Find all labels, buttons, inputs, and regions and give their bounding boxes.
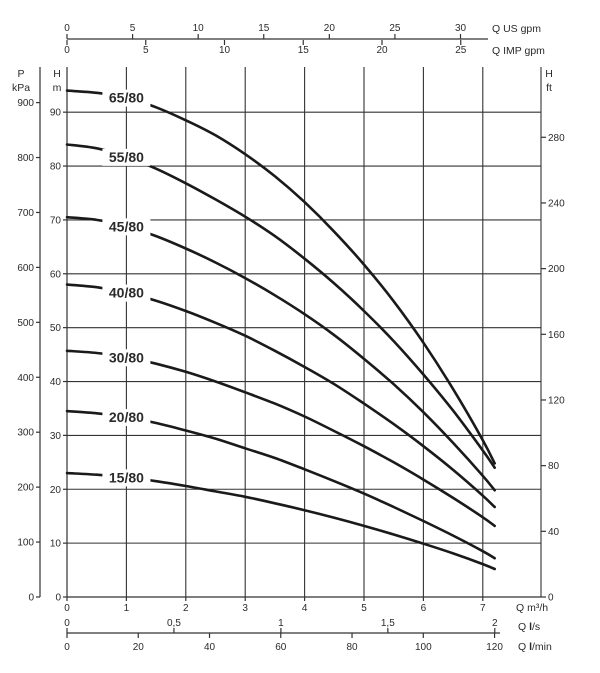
ft-tick-label: 80 [548, 461, 560, 472]
curve-label-55-80: 55/80 [109, 149, 144, 165]
lmin-axis-title-symbol: l [529, 641, 532, 653]
m-axis-title-bottom: m [53, 82, 62, 94]
curve-15-80 [65, 471, 496, 571]
curve-label-background [102, 218, 151, 236]
us-gpm-tick-label: 30 [455, 23, 467, 34]
ls-tick-label: 2 [492, 618, 498, 629]
curve-label-20-80: 20/80 [109, 409, 144, 425]
lmin-tick-label: 20 [133, 642, 145, 653]
curve-label-40-80: 40/80 [109, 285, 144, 301]
kpa-axis-title-top: P [17, 68, 24, 80]
lmin-tick-label: 0 [64, 642, 70, 653]
ft-axis-title-top: H [545, 68, 553, 80]
lmin-axis-title: Q l/min [518, 641, 552, 653]
kpa-tick-label: 500 [17, 318, 34, 329]
ft-tick-label: 280 [548, 133, 565, 144]
ft-tick-label: 240 [548, 198, 565, 209]
m-tick-label: 90 [50, 108, 62, 119]
kpa-tick-label: 700 [17, 208, 34, 219]
kpa-tick-label: 800 [17, 153, 34, 164]
kpa-axis-title-bottom: kPa [12, 82, 30, 94]
ft-tick-label: 200 [548, 264, 565, 275]
ft-tick-label: 160 [548, 330, 565, 341]
curve-label-background [102, 349, 151, 367]
m3h-tick-label: 7 [480, 603, 486, 614]
us-gpm-tick-label: 25 [389, 23, 401, 34]
ls-tick-label: 1 [278, 618, 284, 629]
m3h-tick-label: 4 [302, 603, 308, 614]
imp-gpm-tick-label: 15 [298, 45, 310, 56]
curve-label-background [102, 89, 151, 107]
m-tick-label: 80 [50, 162, 62, 173]
kpa-tick-label: 600 [17, 263, 34, 274]
m3h-tick-label: 5 [361, 603, 367, 614]
labels-layer: 65/80 55/80 45/80 40/80 30/80 20/80 15/80 [102, 89, 151, 487]
imp-gpm-tick-label: 5 [143, 45, 149, 56]
ls-tick-label: 1,5 [381, 618, 395, 629]
m-axis-title-top: H [53, 68, 61, 80]
m-tick-label: 10 [50, 539, 62, 550]
m-tick-label: 70 [50, 215, 62, 226]
lmin-tick-label: 100 [415, 642, 432, 653]
ft-tick-label: 40 [548, 527, 560, 538]
m-tick-label: 40 [50, 377, 62, 388]
lmin-axis-title-suffix: /min [532, 641, 552, 653]
ls-tick-label: 0,5 [167, 618, 181, 629]
imp-gpm-tick-label: 25 [455, 45, 467, 56]
ls-axis-title-prefix: Q [518, 621, 529, 633]
curve-label-background [102, 148, 151, 166]
m3h-axis-title: Q m³/h [516, 602, 548, 614]
us-gpm-tick-label: 0 [64, 23, 70, 34]
m3h-tick-label: 2 [183, 603, 189, 614]
ls-tick-label: 0 [64, 618, 70, 629]
us-gpm-axis-title: Q US gpm [492, 23, 541, 35]
curve-label-30-80: 30/80 [109, 349, 144, 365]
m-tick-label: 20 [50, 485, 62, 496]
kpa-tick-label: 200 [17, 483, 34, 494]
lmin-tick-label: 40 [204, 642, 216, 653]
imp-gpm-axis-title: Q IMP gpm [492, 45, 545, 57]
lmin-tick-label: 120 [486, 642, 503, 653]
curve-label-background [102, 469, 151, 487]
kpa-tick-label: 0 [28, 593, 34, 604]
m3h-tick-label: 6 [421, 603, 427, 614]
us-gpm-tick-label: 10 [193, 23, 205, 34]
kpa-tick-label: 100 [17, 538, 34, 549]
ls-axis-title-symbol: l [529, 621, 532, 633]
imp-gpm-tick-label: 20 [376, 45, 388, 56]
curve-label-background [102, 409, 151, 427]
ft-tick-label: 120 [548, 395, 565, 406]
m-tick-label: 30 [50, 431, 62, 442]
kpa-tick-label: 400 [17, 373, 34, 384]
curve-65-80 [65, 89, 496, 465]
kpa-tick-label: 900 [17, 98, 34, 109]
m-tick-label: 50 [50, 323, 62, 334]
lmin-tick-label: 60 [275, 642, 287, 653]
kpa-tick-label: 300 [17, 428, 34, 439]
curve-label-65-80: 65/80 [109, 90, 144, 106]
curve-label-45-80: 45/80 [109, 218, 144, 234]
imp-gpm-tick-label: 10 [219, 45, 231, 56]
ls-axis-title-suffix: /s [532, 621, 540, 633]
curve-30-80 [65, 349, 496, 528]
ft-tick-label: 0 [548, 593, 554, 604]
lmin-axis-title-prefix: Q [518, 641, 529, 653]
m3h-tick-label: 1 [124, 603, 130, 614]
imp-gpm-tick-label: 0 [64, 45, 70, 56]
us-gpm-tick-label: 5 [130, 23, 136, 34]
ft-axis-title-bottom: ft [546, 82, 552, 94]
m-tick-label: 60 [50, 269, 62, 280]
m-tick-label: 0 [55, 593, 61, 604]
curve-label-15-80: 15/80 [109, 469, 144, 485]
lmin-tick-label: 80 [346, 642, 358, 653]
us-gpm-tick-label: 20 [324, 23, 336, 34]
m3h-tick-label: 0 [64, 603, 70, 614]
m3h-tick-label: 3 [242, 603, 248, 614]
grid-layer [66, 67, 542, 598]
ls-axis-title: Q l/s [518, 621, 540, 633]
curve-label-background [102, 284, 151, 302]
us-gpm-tick-label: 15 [258, 23, 270, 34]
